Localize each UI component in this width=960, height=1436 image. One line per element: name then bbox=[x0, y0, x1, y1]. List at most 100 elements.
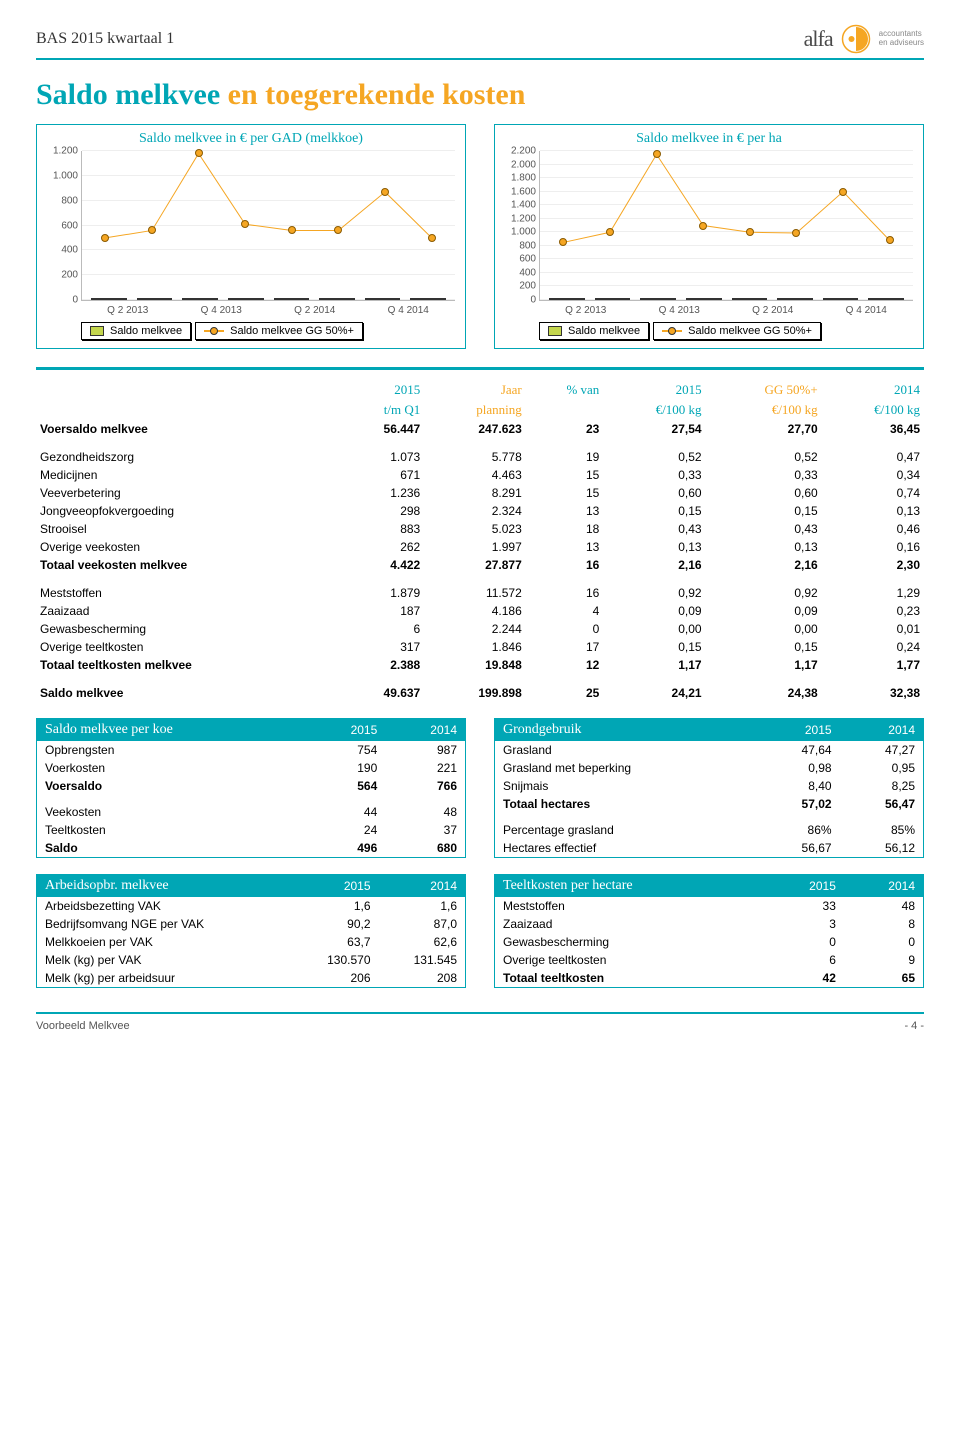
chart-bar bbox=[137, 298, 173, 300]
col-2015: 2015 bbox=[339, 380, 424, 400]
x-label: Q 2 2014 bbox=[268, 305, 362, 316]
legend-line: Saldo melkvee GG 50%+ bbox=[653, 322, 821, 340]
section-separator bbox=[36, 367, 924, 370]
alfa-icon bbox=[841, 24, 871, 54]
chart-bar bbox=[365, 298, 401, 300]
y-tick: 600 bbox=[500, 254, 536, 265]
y-tick: 1.800 bbox=[500, 173, 536, 184]
legend-bar: Saldo melkvee bbox=[81, 322, 191, 340]
chart-bar bbox=[319, 298, 355, 300]
box-teeltkosten: Teeltkosten per hectare20152014Meststoff… bbox=[494, 874, 924, 988]
table-row: Snijmais8,408,25 bbox=[495, 777, 923, 795]
table-row: Voersaldo melkvee56.447247.6232327,5427,… bbox=[36, 420, 924, 438]
chart-bar bbox=[732, 298, 768, 300]
table-row: Overige teeltkosten69 bbox=[495, 951, 923, 969]
y-tick: 1.000 bbox=[500, 227, 536, 238]
y-tick: 1.400 bbox=[500, 200, 536, 211]
chart-title: Saldo melkvee in € per ha bbox=[505, 131, 913, 147]
y-tick: 200 bbox=[42, 270, 78, 281]
chart-bar bbox=[823, 298, 859, 300]
chart-bar bbox=[274, 298, 310, 300]
table-row: Veeverbetering1.2368.291150,600,600,74 bbox=[36, 484, 924, 502]
box-saldo-per-koe: Saldo melkvee per koe20152014Opbrengsten… bbox=[36, 718, 466, 858]
table-row: Voerkosten190221 bbox=[37, 759, 465, 777]
col-jaar: Jaar bbox=[424, 380, 526, 400]
x-label: Q 4 2013 bbox=[633, 305, 727, 316]
table-row: Medicijnen6714.463150,330,330,34 bbox=[36, 466, 924, 484]
y-tick: 2.200 bbox=[500, 146, 536, 157]
table-row: Grasland47,6447,27 bbox=[495, 741, 923, 759]
table-row: Gezondheidszorg1.0735.778190,520,520,47 bbox=[36, 448, 924, 466]
chart-line-marker bbox=[839, 188, 847, 196]
x-label: Q 2 2013 bbox=[81, 305, 175, 316]
table-row: Meststoffen1.87911.572160,920,921,29 bbox=[36, 584, 924, 602]
table-row: Saldo496680 bbox=[37, 839, 465, 857]
y-tick: 0 bbox=[42, 295, 78, 306]
x-label: Q 4 2014 bbox=[362, 305, 456, 316]
table-row: Totaal hectares57,0256,47 bbox=[495, 795, 923, 813]
col-2014kg: 2014 bbox=[822, 380, 924, 400]
chart-line-marker bbox=[699, 222, 707, 230]
y-tick: 1.000 bbox=[42, 170, 78, 181]
small-box-title: Saldo melkvee per koe bbox=[37, 719, 306, 741]
table-row: Meststoffen3348 bbox=[495, 897, 923, 915]
chart-bar bbox=[228, 298, 264, 300]
chart-bar bbox=[868, 298, 904, 300]
y-tick: 1.200 bbox=[42, 146, 78, 157]
chart-line-marker bbox=[381, 188, 389, 196]
chart-bar bbox=[640, 298, 676, 300]
table-row: Strooisel8835.023180,430,430,46 bbox=[36, 520, 924, 538]
chart-line-marker bbox=[653, 150, 661, 158]
x-label: Q 4 2013 bbox=[175, 305, 269, 316]
y-tick: 600 bbox=[42, 220, 78, 231]
chart-bar bbox=[182, 298, 218, 300]
table-row: Zaaizaad1874.18640,090,090,23 bbox=[36, 602, 924, 620]
chart-bar bbox=[410, 298, 446, 300]
table-row: Overige veekosten2621.997130,130,130,16 bbox=[36, 538, 924, 556]
chart-saldo-per-ha: Saldo melkvee in € per ha02004006008001.… bbox=[494, 124, 924, 349]
footer-left: Voorbeeld Melkvee bbox=[36, 1020, 130, 1032]
table-row: Bedrijfsomvang NGE per VAK90,287,0 bbox=[37, 915, 465, 933]
y-tick: 400 bbox=[500, 267, 536, 278]
table-row: Gewasbescherming62.24400,000,000,01 bbox=[36, 620, 924, 638]
y-tick: 800 bbox=[42, 195, 78, 206]
table-row: Voersaldo564766 bbox=[37, 777, 465, 795]
page-footer: Voorbeeld Melkvee - 4 - bbox=[36, 1012, 924, 1032]
table-row: Totaal veekosten melkvee4.42227.877162,1… bbox=[36, 556, 924, 574]
x-label: Q 4 2014 bbox=[820, 305, 914, 316]
y-tick: 800 bbox=[500, 240, 536, 251]
table-row: Gewasbescherming00 bbox=[495, 933, 923, 951]
page-title: Saldo melkvee en toegerekende kosten bbox=[36, 78, 924, 112]
table-row: Totaal teeltkosten4265 bbox=[495, 969, 923, 987]
table-row: Opbrengsten754987 bbox=[37, 741, 465, 759]
table-row: Percentage grasland86%85% bbox=[495, 821, 923, 839]
x-label: Q 2 2013 bbox=[539, 305, 633, 316]
small-box-title: Teeltkosten per hectare bbox=[495, 875, 765, 897]
table-row: Teeltkosten2437 bbox=[37, 821, 465, 839]
table-row: Melk (kg) per arbeidsuur206208 bbox=[37, 969, 465, 987]
y-tick: 1.600 bbox=[500, 186, 536, 197]
table-row: Melk (kg) per VAK130.570131.545 bbox=[37, 951, 465, 969]
x-label: Q 2 2014 bbox=[726, 305, 820, 316]
table-row: Jongveeopfokvergoeding2982.324130,150,15… bbox=[36, 502, 924, 520]
brand-sub: accountants en adviseurs bbox=[879, 30, 924, 48]
y-tick: 1.200 bbox=[500, 213, 536, 224]
y-tick: 400 bbox=[42, 245, 78, 256]
y-tick: 0 bbox=[500, 295, 536, 306]
table-row: Hectares effectief56,6756,12 bbox=[495, 839, 923, 857]
chart-bar bbox=[777, 298, 813, 300]
table-row: Totaal teeltkosten melkvee2.38819.848121… bbox=[36, 656, 924, 674]
table-row: Saldo melkvee49.637199.8982524,2124,3832… bbox=[36, 684, 924, 702]
y-tick: 2.000 bbox=[500, 159, 536, 170]
box-arbeidsopbr: Arbeidsopbr. melkvee20152014Arbeidsbezet… bbox=[36, 874, 466, 988]
header-title: BAS 2015 kwartaal 1 bbox=[36, 30, 174, 48]
chart-title: Saldo melkvee in € per GAD (melkkoe) bbox=[47, 131, 455, 147]
col-2015kg: 2015 bbox=[603, 380, 705, 400]
box-grondgebruik: Grondgebruik20152014Grasland47,6447,27Gr… bbox=[494, 718, 924, 858]
small-box-title: Grondgebruik bbox=[495, 719, 756, 741]
table-row: Melkkoeien per VAK63,762,6 bbox=[37, 933, 465, 951]
table-row: Grasland met beperking0,980,95 bbox=[495, 759, 923, 777]
table-row: Veekosten4448 bbox=[37, 803, 465, 821]
chart-bar bbox=[549, 298, 585, 300]
chart-bar bbox=[686, 298, 722, 300]
